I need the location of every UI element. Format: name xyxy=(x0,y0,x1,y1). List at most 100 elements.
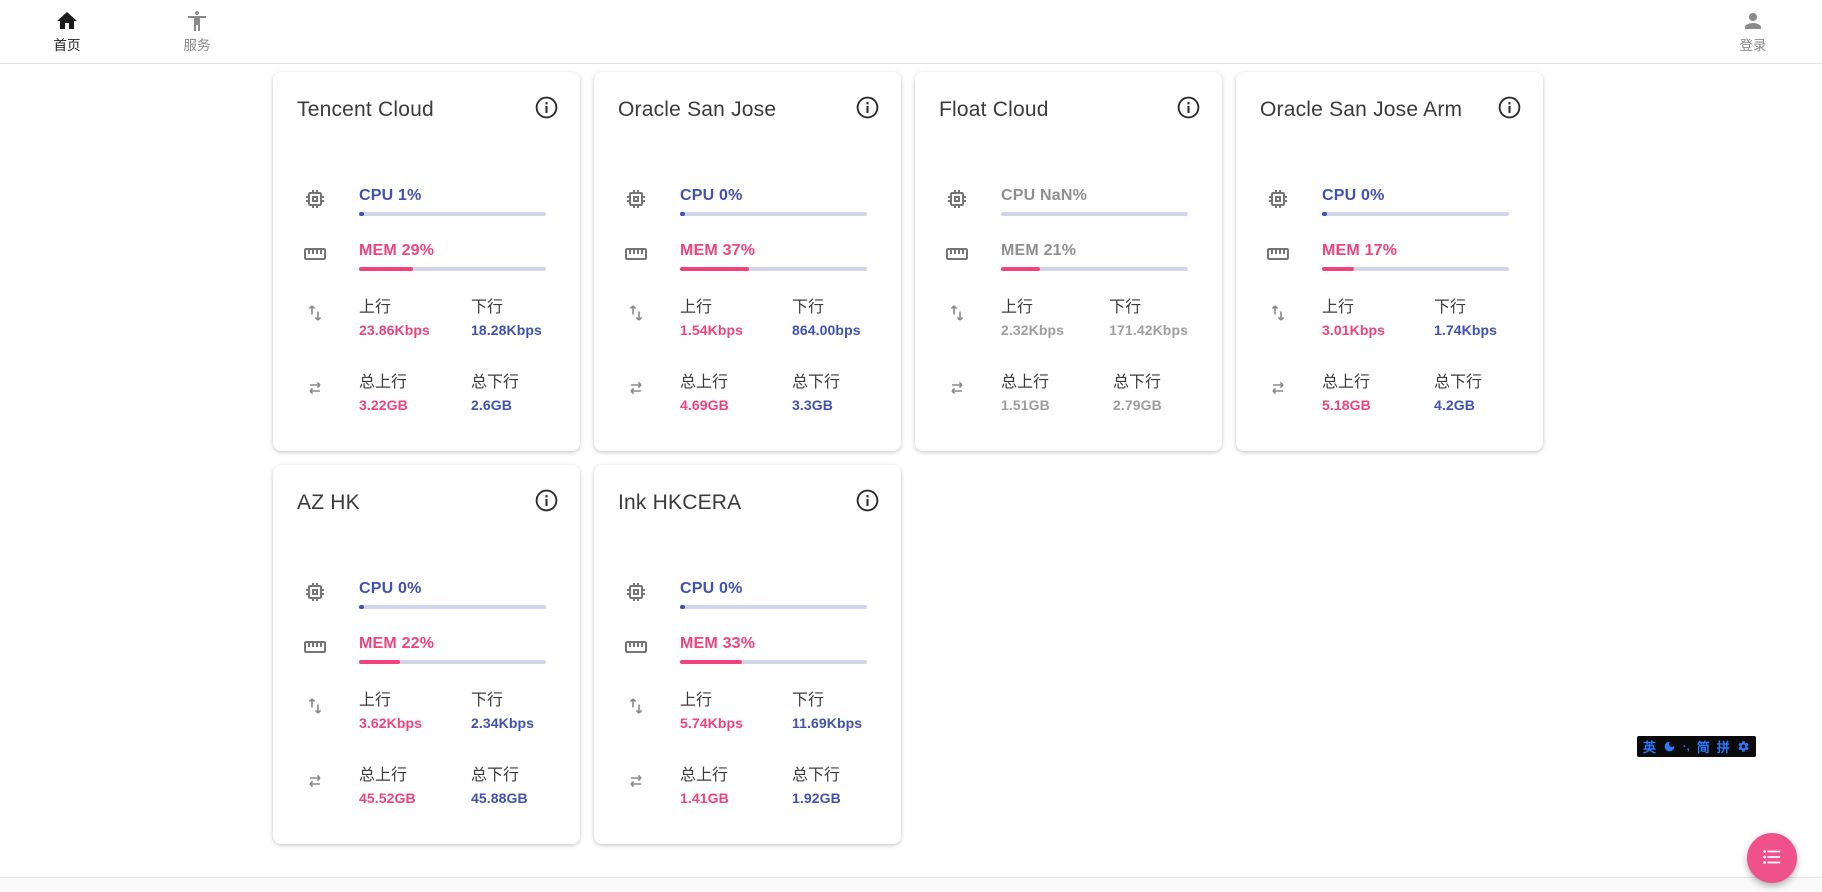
info-button[interactable] xyxy=(532,488,560,516)
mem-metric: MEM 17% xyxy=(1322,242,1509,271)
total-row: 总上行 3.22GB 总下行 2.6GB xyxy=(303,368,546,413)
mem-row: MEM 33% xyxy=(624,635,867,664)
cpu-label: CPU 0% xyxy=(359,580,422,597)
total-upload-stat: 总上行 5.18GB xyxy=(1322,368,1434,413)
total-download-stat: 总下行 2.79GB xyxy=(1113,368,1162,413)
swap-horizontal-icon xyxy=(303,769,327,798)
info-icon xyxy=(534,489,559,516)
cpu-progress-track xyxy=(359,212,546,216)
ime-status-bar[interactable]: 英 ·, 简 拼 xyxy=(1637,736,1756,757)
server-list-fab[interactable] xyxy=(1747,833,1797,883)
ime-language-toggle[interactable]: 英 xyxy=(1643,740,1657,755)
mem-row: MEM 21% xyxy=(945,242,1188,271)
ime-simplified-toggle[interactable]: 简 xyxy=(1696,740,1710,755)
mem-row: MEM 29% xyxy=(303,242,546,271)
upload-stat: 上行 1.54Kbps xyxy=(680,293,792,338)
total-download-stat: 总下行 3.3GB xyxy=(792,368,840,413)
download-label: 下行 xyxy=(471,692,504,709)
ime-punctuation-toggle[interactable]: ·, xyxy=(1683,740,1690,753)
mem-metric: MEM 37% xyxy=(680,242,867,271)
download-label: 下行 xyxy=(792,299,825,316)
cpu-chip-icon xyxy=(624,187,648,216)
up-down-arrows-icon xyxy=(945,301,969,330)
mem-label: MEM 22% xyxy=(359,635,435,652)
cpu-chip-icon xyxy=(303,187,327,216)
upload-stat: 上行 5.74Kbps xyxy=(680,686,792,731)
account-icon xyxy=(1741,9,1765,33)
total-row: 总上行 1.41GB 总下行 1.92GB xyxy=(624,761,867,806)
download-value: 1.74Kbps xyxy=(1434,322,1498,338)
cpu-metric: CPU 0% xyxy=(359,580,546,609)
cpu-row: CPU 0% xyxy=(1266,187,1509,216)
cpu-row: CPU 0% xyxy=(624,187,867,216)
server-card-header: Tencent Cloud xyxy=(273,72,580,123)
list-icon xyxy=(1761,846,1783,871)
info-button[interactable] xyxy=(1495,95,1523,123)
swap-horizontal-icon xyxy=(303,376,327,405)
nav-item-home[interactable]: 首页 xyxy=(24,0,110,64)
info-icon xyxy=(1497,96,1522,123)
cpu-progress-track xyxy=(680,605,867,609)
ime-pinyin-indicator[interactable]: 拼 xyxy=(1716,740,1730,755)
info-icon xyxy=(855,489,880,516)
cpu-progress-fill xyxy=(680,212,685,216)
total-download-label: 总下行 xyxy=(471,374,520,391)
cpu-metric: CPU 0% xyxy=(680,187,867,216)
total-upload-value: 3.22GB xyxy=(359,397,408,413)
ruler-icon xyxy=(624,242,648,271)
nav-item-home-label: 首页 xyxy=(53,38,81,53)
total-download-stat: 总下行 2.6GB xyxy=(471,368,519,413)
mem-progress-track xyxy=(359,267,546,271)
cpu-chip-icon xyxy=(945,187,969,216)
server-name: Oracle San Jose xyxy=(618,98,777,121)
ruler-icon xyxy=(303,635,327,664)
info-button[interactable] xyxy=(853,95,881,123)
info-icon xyxy=(855,96,880,123)
info-button[interactable] xyxy=(853,488,881,516)
nav-item-login[interactable]: 登录 xyxy=(1710,0,1796,64)
total-upload-value: 45.52GB xyxy=(359,790,416,806)
cpu-progress-track xyxy=(680,212,867,216)
info-icon xyxy=(1176,96,1201,123)
server-name: AZ HK xyxy=(297,491,360,514)
nav-left-group: 首页 服务 xyxy=(0,0,240,64)
speed-row: 上行 2.32Kbps 下行 171.42Kbps xyxy=(945,293,1188,338)
download-label: 下行 xyxy=(471,299,504,316)
nav-item-services[interactable]: 服务 xyxy=(154,0,240,64)
swap-horizontal-icon xyxy=(624,769,648,798)
upload-value: 23.86Kbps xyxy=(359,322,430,338)
info-button[interactable] xyxy=(532,95,560,123)
ruler-icon xyxy=(945,242,969,271)
mem-metric: MEM 22% xyxy=(359,635,546,664)
moon-icon[interactable] xyxy=(1663,740,1676,753)
gear-icon[interactable] xyxy=(1737,740,1750,753)
download-stat: 下行 18.28Kbps xyxy=(471,293,542,338)
total-download-value: 3.3GB xyxy=(792,397,833,413)
ruler-icon xyxy=(624,635,648,664)
mem-progress-track xyxy=(680,267,867,271)
speed-row: 上行 23.86Kbps 下行 18.28Kbps xyxy=(303,293,546,338)
mem-progress-track xyxy=(680,660,867,664)
info-button[interactable] xyxy=(1174,95,1202,123)
total-upload-stat: 总上行 1.41GB xyxy=(680,761,792,806)
total-download-label: 总下行 xyxy=(792,767,841,784)
total-row: 总上行 5.18GB 总下行 4.2GB xyxy=(1266,368,1509,413)
mem-progress-fill xyxy=(1001,267,1041,271)
download-stat: 下行 11.69Kbps xyxy=(792,686,862,731)
nav-item-services-label: 服务 xyxy=(183,38,211,53)
download-value: 18.28Kbps xyxy=(471,322,542,338)
total-upload-stat: 总上行 3.22GB xyxy=(359,368,471,413)
total-download-value: 2.79GB xyxy=(1113,397,1162,413)
cpu-label: CPU NaN% xyxy=(1001,187,1088,204)
up-down-arrows-icon xyxy=(624,694,648,723)
cpu-row: CPU NaN% xyxy=(945,187,1188,216)
accessibility-icon xyxy=(185,9,209,33)
mem-progress-fill xyxy=(359,267,414,271)
speed-row: 上行 3.01Kbps 下行 1.74Kbps xyxy=(1266,293,1509,338)
server-card: AZ HK CPU 0% xyxy=(273,465,580,844)
server-name: Float Cloud xyxy=(939,98,1049,121)
download-value: 2.34Kbps xyxy=(471,715,535,731)
download-label: 下行 xyxy=(792,692,825,709)
total-download-label: 总下行 xyxy=(1434,374,1483,391)
nav-item-login-label: 登录 xyxy=(1739,38,1767,53)
